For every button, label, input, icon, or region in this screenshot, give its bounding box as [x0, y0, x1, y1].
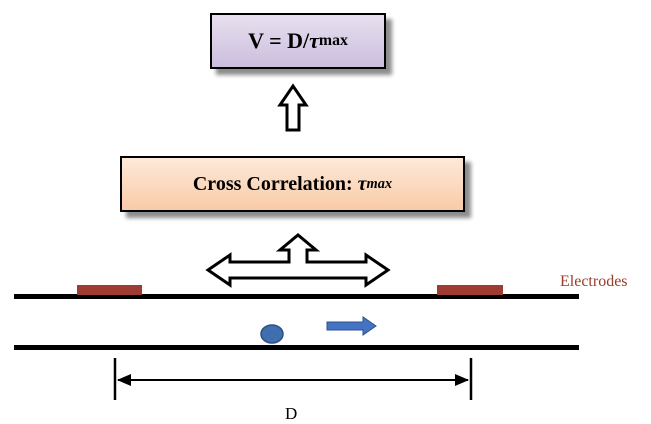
tau-subscript: max	[366, 175, 393, 192]
distance-arrowhead-right	[455, 374, 469, 386]
electrodes-label: Electrodes	[560, 273, 628, 290]
electrode-right	[437, 285, 503, 295]
velocity-equation-box: V = D/τ max	[210, 13, 386, 69]
flow-direction-arrow	[326, 316, 377, 336]
bidirectional-up-hollow-arrow	[205, 233, 391, 288]
tau-symbol: τ	[357, 172, 367, 195]
tau-symbol: τ	[309, 28, 319, 53]
upward-hollow-arrow	[277, 83, 309, 132]
tau-subscript: max	[318, 32, 348, 49]
channel-bottom-wall	[14, 345, 579, 350]
cross-correlation-text: Cross Correlation:	[192, 172, 358, 195]
velocity-equation-lhs: V = D/	[248, 28, 310, 53]
electrode-left	[77, 285, 142, 295]
distance-arrowhead-left	[117, 374, 131, 386]
distance-label: D	[285, 404, 298, 423]
cross-correlation-box: Cross Correlation: τ max	[120, 156, 465, 212]
channel-top-wall	[14, 294, 579, 299]
particle	[260, 324, 284, 344]
